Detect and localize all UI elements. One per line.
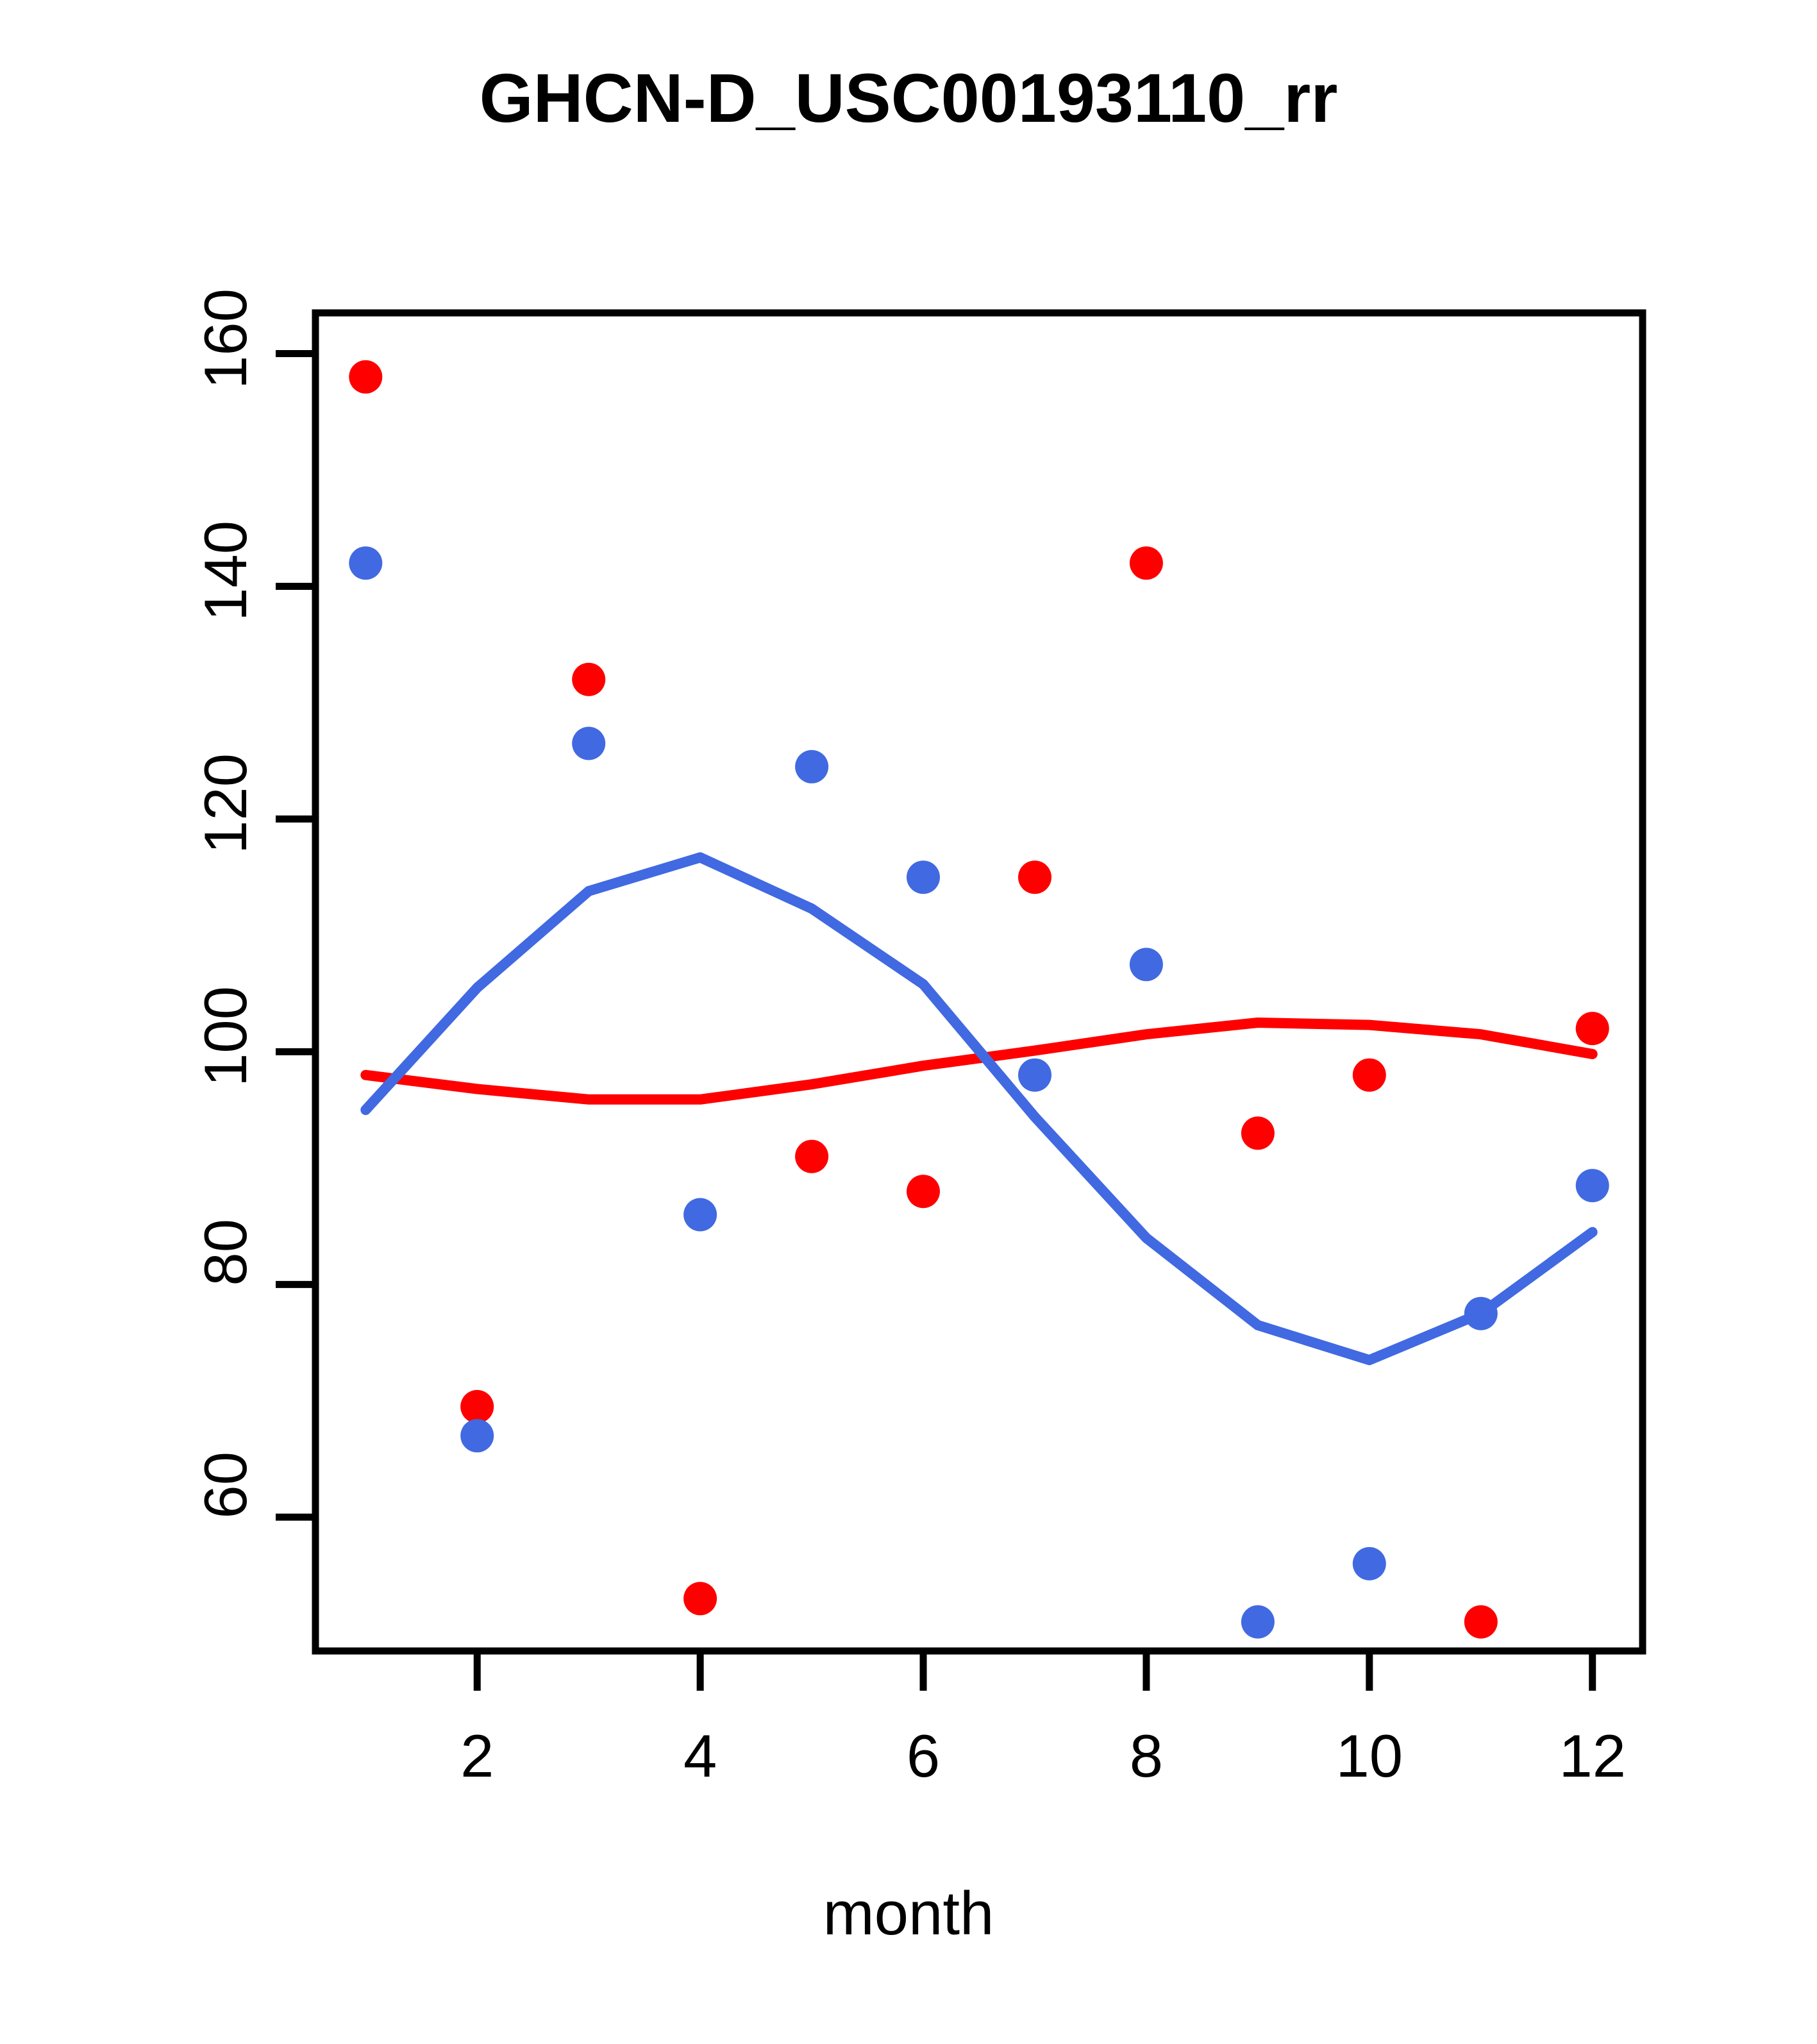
data-point [795, 1139, 829, 1173]
data-point [1575, 1169, 1609, 1203]
plot-border [312, 309, 1646, 1655]
data-point [1352, 1058, 1386, 1092]
data-point [1464, 1296, 1498, 1330]
data-point [907, 860, 940, 894]
x-axis-ticks [473, 1651, 1596, 1691]
red-points [349, 360, 1609, 1639]
data-point [1575, 1012, 1609, 1046]
blue-smooth-line [360, 852, 1598, 1366]
data-point [1018, 860, 1051, 894]
data-point [460, 1389, 494, 1423]
data-point [460, 1419, 494, 1453]
data-point [1352, 1546, 1386, 1580]
y-tick-label: 120 [192, 753, 259, 855]
x-tick-label: 12 [1559, 1722, 1626, 1789]
axis-box [312, 309, 1646, 1655]
data-point [1241, 1116, 1275, 1150]
trend-lines [360, 852, 1598, 1366]
data-point [1129, 546, 1163, 580]
data-point [907, 1175, 940, 1209]
data-point [349, 360, 383, 394]
data-point [795, 750, 829, 783]
y-tick-label: 140 [192, 521, 259, 622]
blue-points [349, 546, 1609, 1639]
x-tick-label: 6 [906, 1722, 941, 1789]
x-axis-label: month [823, 1879, 994, 1948]
y-tick-label: 80 [192, 1219, 259, 1286]
data-point [572, 726, 606, 760]
x-tick-label: 2 [460, 1722, 494, 1789]
data-point [683, 1582, 717, 1616]
y-tick-label: 60 [192, 1452, 259, 1519]
x-tick-label: 10 [1336, 1722, 1403, 1789]
page-title: GHCN-D_USC00193110_rr [479, 59, 1338, 137]
data-points [349, 360, 1609, 1639]
x-tick-label: 8 [1129, 1722, 1164, 1789]
y-tick-label: 160 [192, 288, 259, 389]
data-point [572, 662, 606, 696]
red-smooth-line [360, 1018, 1598, 1105]
data-point [1129, 948, 1163, 982]
data-point [683, 1198, 717, 1232]
data-point [1241, 1605, 1275, 1639]
data-point [349, 546, 383, 580]
data-point [1018, 1058, 1051, 1092]
y-tick-label: 100 [192, 986, 259, 1087]
x-tick-label: 4 [683, 1722, 717, 1789]
y-axis-ticks [276, 350, 315, 1521]
data-point [1464, 1605, 1498, 1639]
